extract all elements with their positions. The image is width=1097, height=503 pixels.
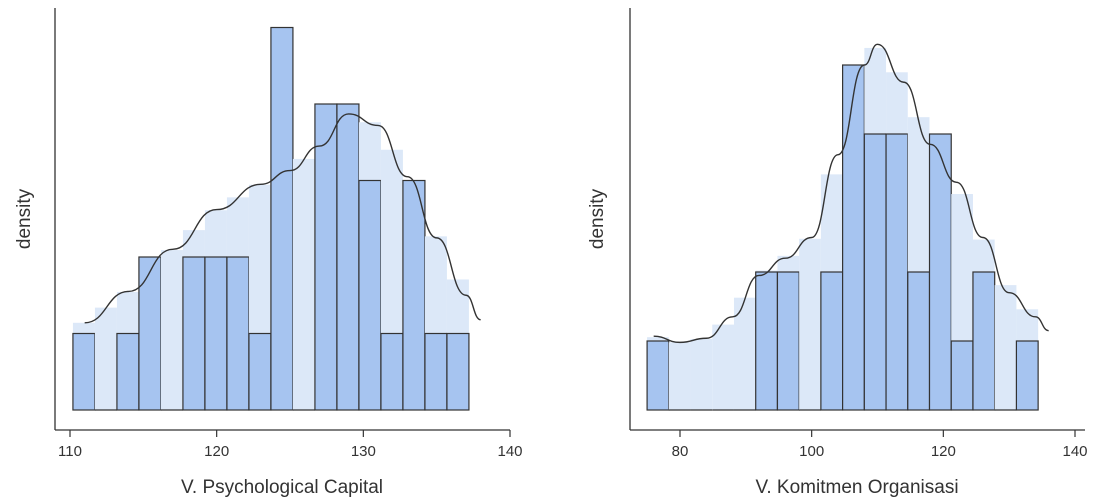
panel2-bar-5 — [755, 271, 779, 411]
panel2-shade-2 — [690, 339, 713, 410]
panel1-density-curve — [84, 113, 481, 324]
panel2-shade-8 — [820, 174, 843, 272]
panel2-bar-17 — [1015, 340, 1039, 411]
panel2-bar-8 — [820, 271, 844, 411]
panel1-shade-6 — [204, 210, 227, 257]
panel1-bar-15 — [402, 179, 426, 411]
panel1-bar-8 — [248, 332, 272, 411]
panel2-x-tick-label-2: 120 — [931, 443, 956, 460]
panel2-bar-14 — [950, 340, 974, 411]
panel1-shade-17 — [446, 279, 469, 334]
panel1-shade-2 — [116, 291, 139, 334]
panel2-bar-12 — [907, 271, 931, 411]
panel2-bar-0 — [646, 340, 670, 411]
panel2-shade-11 — [886, 72, 908, 134]
panel2-bar-10 — [863, 133, 887, 411]
panel1-bar-6 — [204, 256, 228, 411]
panel2-bar-9 — [842, 64, 865, 411]
panel1-shade-7 — [226, 197, 249, 257]
panel2-shade-10 — [864, 47, 887, 134]
panel2-bar-15 — [972, 271, 996, 411]
panel1-bar-11 — [314, 103, 338, 411]
panel1-shade-5 — [182, 230, 205, 257]
panel2-bar-6 — [776, 271, 800, 411]
panel2-shade-16 — [994, 285, 1017, 410]
panel1-x-tick-label-2: 130 — [351, 443, 376, 460]
panel2-shade-17 — [1016, 309, 1039, 341]
panel2-shade-1 — [668, 342, 691, 410]
panel2-shade-5 — [755, 270, 778, 272]
panel1-bar-0 — [72, 332, 96, 411]
panel2-shade-0 — [647, 337, 669, 341]
panel1-shade-14 — [380, 149, 403, 334]
panel1-bar-14 — [380, 332, 404, 411]
panel1-x-tick-label-1: 120 — [204, 443, 229, 460]
panel1-bar-13 — [358, 179, 382, 411]
panel1-bar-12 — [336, 103, 360, 411]
panel1-bar-2 — [116, 332, 140, 411]
panel2-shade-14 — [951, 194, 973, 341]
panel1-x-tick-label-0: 110 — [58, 443, 82, 460]
panel1-shade-16 — [424, 236, 447, 334]
panel2-x-tick-label-3: 140 — [1062, 443, 1087, 460]
panel1-bar-16 — [424, 332, 448, 411]
panel2-bar-11 — [885, 133, 909, 411]
panel2-shade-3 — [712, 324, 734, 410]
panel2-shade-12 — [907, 117, 930, 273]
panel1-shade-8 — [248, 184, 271, 334]
panel1-y-axis-title: density — [14, 188, 35, 249]
panel2-shade-7 — [799, 238, 821, 410]
panel2-shade-6 — [777, 255, 800, 272]
panel1-bar-7 — [226, 256, 250, 411]
panel1-x-axis-title: V. Psychological Capital — [181, 477, 383, 498]
panel2-density-curve — [653, 43, 1049, 344]
panel1-shade-0 — [72, 322, 95, 334]
panel2-shade-15 — [972, 239, 995, 272]
panel2-shade-4 — [733, 297, 756, 410]
panel1-shade-1 — [94, 307, 117, 410]
panel2-y-axis-title: density — [587, 188, 608, 249]
panel1-bar-17 — [446, 332, 470, 411]
panel1-bar-9 — [270, 26, 294, 411]
panel1-x-tick-label-3: 140 — [497, 443, 522, 460]
panel1-shade-13 — [358, 122, 381, 181]
panel2-x-axis-title: V. Komitmen Organisasi — [755, 477, 958, 498]
panel1-bar-5 — [182, 256, 206, 411]
panel1-shade-4 — [160, 250, 183, 410]
panel2-x-tick-label-1: 100 — [799, 443, 824, 460]
panel1-bar-3 — [138, 256, 162, 411]
panel2-x-tick-label-0: 80 — [672, 443, 689, 460]
panel1-shade-10 — [292, 158, 315, 410]
